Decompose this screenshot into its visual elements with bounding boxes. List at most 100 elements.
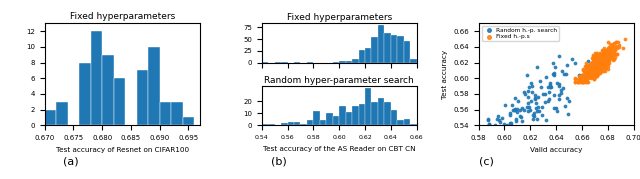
Fixed h.-p.s	[588, 63, 598, 66]
Fixed h.-p.s	[591, 69, 601, 72]
Random h.-p. search	[522, 73, 532, 76]
Fixed h.-p.s	[586, 64, 596, 67]
X-axis label: Test accuracy of Resnet on CIFAR100: Test accuracy of Resnet on CIFAR100	[56, 147, 189, 153]
Fixed h.-p.s	[593, 63, 603, 66]
Fixed h.-p.s	[580, 74, 590, 77]
Fixed h.-p.s	[580, 71, 590, 74]
Random h.-p. search	[524, 106, 534, 108]
Fixed h.-p.s	[605, 48, 616, 51]
Fixed h.-p.s	[595, 66, 605, 69]
Fixed h.-p.s	[592, 68, 602, 71]
Random h.-p. search	[563, 112, 573, 115]
Fixed h.-p.s	[578, 74, 588, 76]
Random h.-p. search	[544, 98, 554, 100]
Fixed h.-p.s	[591, 61, 601, 64]
Random h.-p. search	[506, 124, 516, 127]
Fixed h.-p.s	[596, 55, 607, 58]
Fixed h.-p.s	[593, 73, 603, 76]
Title: Fixed hyperparameters: Fixed hyperparameters	[70, 12, 175, 21]
Random h.-p. search	[548, 107, 559, 109]
Fixed h.-p.s	[596, 59, 607, 62]
Fixed h.-p.s	[588, 68, 598, 71]
Fixed h.-p.s	[590, 69, 600, 72]
Fixed h.-p.s	[604, 49, 614, 52]
Fixed h.-p.s	[589, 77, 599, 80]
Fixed h.-p.s	[584, 66, 595, 69]
Bar	[371, 102, 378, 125]
Bar	[385, 33, 391, 62]
Fixed h.-p.s	[591, 63, 602, 66]
Random h.-p. search	[505, 111, 515, 114]
Fixed h.-p.s	[588, 71, 598, 74]
Bar	[358, 50, 365, 62]
Fixed h.-p.s	[601, 51, 611, 54]
Random h.-p. search	[484, 123, 495, 125]
Fixed h.-p.s	[593, 71, 603, 73]
Fixed h.-p.s	[590, 51, 600, 54]
Fixed h.-p.s	[600, 56, 610, 59]
Fixed h.-p.s	[601, 59, 611, 62]
Fixed h.-p.s	[579, 69, 589, 72]
Fixed h.-p.s	[591, 66, 602, 69]
Fixed h.-p.s	[591, 74, 602, 77]
Fixed h.-p.s	[583, 74, 593, 77]
Fixed h.-p.s	[596, 54, 607, 57]
Bar	[365, 88, 371, 125]
Fixed h.-p.s	[573, 81, 583, 84]
Fixed h.-p.s	[593, 61, 604, 64]
Random h.-p. search	[532, 118, 542, 121]
Random h.-p. search	[503, 128, 513, 131]
Fixed h.-p.s	[583, 73, 593, 76]
Fixed h.-p.s	[592, 52, 602, 55]
Random h.-p. search	[523, 110, 533, 112]
Random h.-p. search	[493, 114, 504, 117]
Random h.-p. search	[527, 91, 537, 93]
Title: Fixed hyperparameters: Fixed hyperparameters	[287, 13, 392, 23]
Fixed h.-p.s	[588, 71, 598, 74]
Fixed h.-p.s	[593, 65, 603, 68]
Fixed h.-p.s	[580, 65, 591, 68]
Bar	[404, 41, 410, 62]
Fixed h.-p.s	[593, 57, 604, 60]
Random h.-p. search	[523, 90, 533, 93]
Random h.-p. search	[531, 101, 541, 104]
Random h.-p. search	[557, 69, 567, 72]
Random h.-p. search	[549, 72, 559, 75]
Fixed h.-p.s	[577, 81, 587, 84]
Random h.-p. search	[530, 98, 540, 101]
Fixed h.-p.s	[580, 76, 591, 78]
Random h.-p. search	[507, 128, 517, 131]
Random h.-p. search	[515, 109, 525, 112]
Random h.-p. search	[554, 85, 564, 88]
Fixed h.-p.s	[591, 60, 601, 63]
Fixed h.-p.s	[609, 53, 620, 55]
Fixed h.-p.s	[589, 78, 599, 80]
Fixed h.-p.s	[609, 55, 620, 58]
Fixed h.-p.s	[600, 61, 611, 64]
Random h.-p. search	[551, 107, 561, 110]
Random h.-p. search	[523, 95, 533, 98]
Fixed h.-p.s	[587, 70, 597, 73]
Fixed h.-p.s	[583, 67, 593, 70]
Bar	[56, 102, 68, 125]
Fixed h.-p.s	[582, 75, 592, 78]
Fixed h.-p.s	[589, 72, 599, 75]
Fixed h.-p.s	[581, 72, 591, 75]
Fixed h.-p.s	[596, 58, 607, 61]
Fixed h.-p.s	[591, 53, 601, 55]
Fixed h.-p.s	[593, 72, 603, 74]
Fixed h.-p.s	[590, 59, 600, 62]
Fixed h.-p.s	[595, 62, 605, 64]
Random h.-p. search	[548, 73, 559, 76]
Fixed h.-p.s	[588, 65, 598, 68]
Fixed h.-p.s	[591, 61, 602, 64]
Random h.-p. search	[540, 93, 550, 96]
Fixed h.-p.s	[582, 74, 593, 77]
Fixed h.-p.s	[575, 81, 585, 84]
Fixed h.-p.s	[588, 67, 598, 70]
Bar	[365, 48, 371, 62]
Fixed h.-p.s	[595, 70, 605, 72]
Fixed h.-p.s	[614, 43, 624, 46]
Bar	[326, 113, 333, 125]
Random h.-p. search	[485, 128, 495, 131]
